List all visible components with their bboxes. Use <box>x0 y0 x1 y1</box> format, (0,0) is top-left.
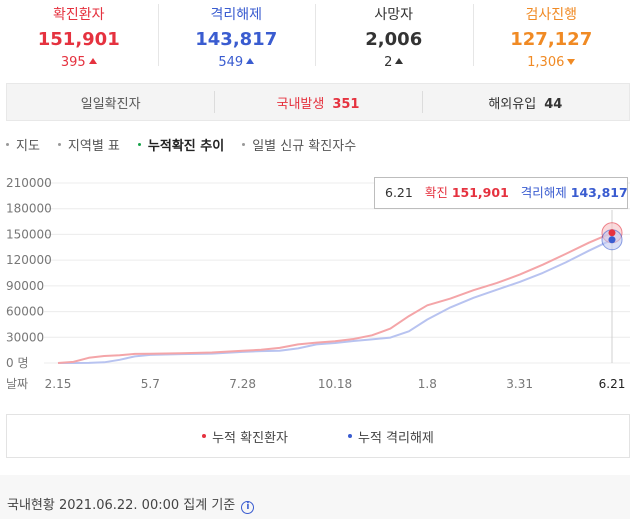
legend-released[interactable]: 누적 격리해제 <box>348 427 434 446</box>
info-icon[interactable]: i <box>241 501 255 514</box>
tooltip-confirmed-label: 확진 <box>424 185 448 200</box>
view-tabs: 지도 지역별 표 누적확진 추이 일별 신규 확진자수 <box>6 134 374 154</box>
arrow-up-icon <box>88 58 97 64</box>
bullet-icon <box>6 142 9 146</box>
series-line-released <box>58 238 613 364</box>
x-tick-label: 5.7 <box>141 377 160 391</box>
legend-confirmed[interactable]: 누적 확진환자 <box>202 427 288 446</box>
stat-delta: 549 <box>158 55 316 71</box>
y-tick-label: 30000 <box>6 330 44 344</box>
overseas-cases: 해외유입 44 <box>421 90 629 113</box>
overseas-cases-value: 44 <box>544 96 563 112</box>
tooltip-released-value: 143,817 <box>570 185 628 200</box>
stat-deaths: 사망자 2,006 2 <box>315 0 473 76</box>
y-tick-label: 120000 <box>6 253 52 267</box>
chart-tooltip: 6.21 확진 151,901 격리해제 143,817 <box>374 177 628 209</box>
tab-map[interactable]: 지도 <box>6 134 40 154</box>
stat-value: 2,006 <box>365 29 423 50</box>
local-cases-value: 351 <box>332 96 360 112</box>
marker-confirmed <box>608 229 616 237</box>
tab-region-table[interactable]: 지역별 표 <box>57 134 120 154</box>
stat-released: 격리해제 143,817 549 <box>157 0 316 76</box>
stat-label: 검사진행 <box>525 7 578 23</box>
x-axis-label: 날짜 <box>6 377 28 391</box>
stat-label: 확진환자 <box>52 7 105 23</box>
bullet-icon <box>242 142 246 146</box>
tab-daily-new-cases[interactable]: 일별 신규 확진자수 <box>242 134 356 154</box>
y-tick-label: 60000 <box>6 305 44 319</box>
x-tick-label: 1.8 <box>418 377 437 391</box>
y-tick-label: 90000 <box>6 279 44 293</box>
tooltip-released-label: 격리해제 <box>520 185 567 200</box>
chart-legend: 누적 확진환자 누적 격리해제 <box>6 414 630 458</box>
y-tick-label: 0 명 <box>6 356 29 370</box>
stat-testing: 검사진행 127,127 1,306 <box>472 0 630 76</box>
series-line-confirmed <box>57 231 613 364</box>
summary-stats: 확진환자 151,901 395 격리해제 143,817 549 사망자 2,… <box>0 0 630 76</box>
y-tick-label: 180000 <box>6 202 52 216</box>
stat-delta: 1,306 <box>473 55 630 71</box>
arrow-up-icon <box>246 58 255 64</box>
x-tick-label: 2.15 <box>45 377 72 391</box>
y-tick-label: 150000 <box>6 227 52 241</box>
x-tick-label: 7.28 <box>229 377 256 391</box>
bullet-icon <box>57 142 61 146</box>
stat-value: 151,901 <box>37 29 120 50</box>
marker-released <box>608 236 616 244</box>
cumulative-chart[interactable]: 0 명 30000 60000 90000 120000 150000 180000 2100… <box>0 170 630 398</box>
stat-label: 사망자 <box>374 7 414 23</box>
stat-delta: 395 <box>0 55 158 71</box>
daily-breakdown: 일일확진자 국내발생 351 해외유입 44 <box>6 83 630 121</box>
stat-delta: 2 <box>315 55 473 71</box>
local-cases: 국내발생 351 <box>214 90 421 113</box>
legend-dot-red <box>202 434 207 438</box>
tooltip-date: 6.21 <box>385 185 413 200</box>
legend-dot-blue <box>348 434 352 438</box>
stat-label: 격리해제 <box>210 7 263 23</box>
tooltip-confirmed-value: 151,901 <box>451 185 509 200</box>
tab-cumulative-trend[interactable]: 누적확진 추이 <box>137 134 224 154</box>
bullet-icon <box>137 142 141 146</box>
daily-label: 일일확진자 <box>80 96 141 112</box>
stat-confirmed: 확진환자 151,901 395 <box>0 0 158 76</box>
footer-info: 국내현황 2021.06.22. 00:00 집계 기준 i <box>0 475 630 519</box>
y-tick-label: 210000 <box>6 176 52 190</box>
x-tick-label: 3.31 <box>506 377 533 391</box>
stat-value: 127,127 <box>510 29 593 50</box>
x-tick-label: 10.18 <box>318 377 352 391</box>
arrow-up-icon <box>395 58 404 64</box>
footer-text: 국내현황 2021.06.22. 00:00 집계 기준 <box>7 498 236 513</box>
x-tick-label: 6.21 <box>599 377 626 391</box>
arrow-down-icon <box>567 59 576 65</box>
stat-value: 143,817 <box>195 29 278 50</box>
